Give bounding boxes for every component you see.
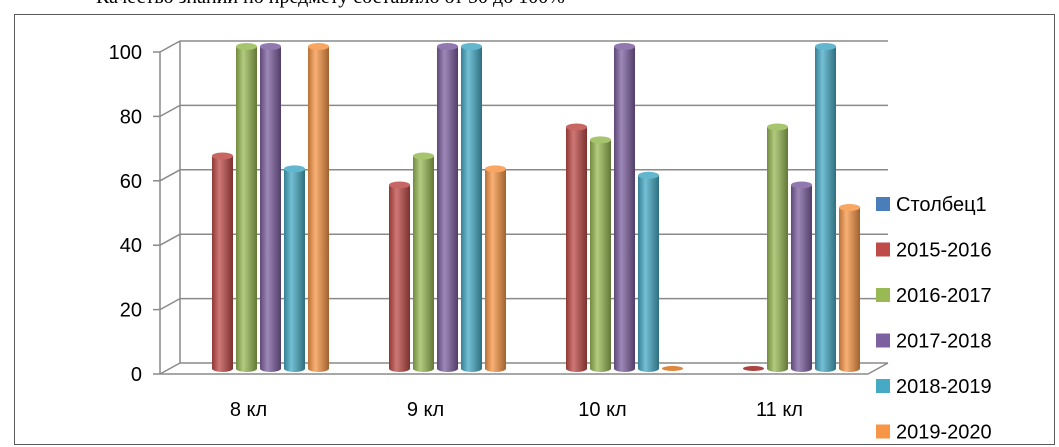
y-tick-label: 0 bbox=[131, 364, 142, 386]
bar bbox=[590, 136, 611, 373]
bar bbox=[638, 171, 659, 373]
y-tick-label: 60 bbox=[120, 171, 142, 193]
bar bbox=[662, 366, 683, 371]
legend-swatch bbox=[876, 197, 890, 211]
legend-label: 2016-2017 bbox=[896, 285, 992, 307]
legend-label: 2019-2020 bbox=[896, 422, 992, 444]
x-tick-label: 8 кл bbox=[230, 399, 267, 421]
legend-entry: 2019-2020 bbox=[876, 422, 992, 444]
y-tick-label: 40 bbox=[120, 235, 142, 257]
bar bbox=[236, 43, 257, 373]
gridline-100 bbox=[153, 40, 888, 53]
bar bbox=[308, 43, 329, 373]
bar bbox=[389, 181, 410, 373]
bar bbox=[839, 204, 860, 373]
bar bbox=[284, 165, 305, 373]
bar bbox=[791, 181, 812, 373]
legend-label: 2018-2019 bbox=[896, 376, 992, 398]
gridline-80 bbox=[153, 104, 888, 118]
chart-frame bbox=[14, 14, 1055, 445]
bar bbox=[212, 152, 233, 373]
bar bbox=[767, 123, 788, 373]
bar bbox=[413, 152, 434, 373]
bar bbox=[437, 43, 458, 373]
x-tick-label: 11 кл bbox=[756, 399, 803, 421]
legend-swatch bbox=[876, 379, 890, 393]
legend-entry: 2017-2018 bbox=[876, 331, 992, 353]
legend-label: Столбец1 bbox=[896, 194, 987, 216]
y-tick-label: 100 bbox=[109, 42, 142, 64]
bar bbox=[815, 43, 836, 373]
legend-swatch bbox=[876, 288, 890, 302]
legend-entry: 2016-2017 bbox=[876, 285, 992, 307]
bar bbox=[566, 123, 587, 373]
bar bbox=[743, 366, 764, 371]
chart-walls bbox=[159, 41, 889, 375]
y-tick-label: 20 bbox=[120, 300, 142, 322]
legend-label: 2017-2018 bbox=[896, 331, 992, 353]
legend-entry: Столбец1 bbox=[876, 194, 987, 216]
x-tick-label: 9 кл bbox=[407, 399, 444, 421]
y-axis-tick-labels: 0 20 40 60 80 100 bbox=[109, 42, 142, 386]
chart-legend: Столбец1 2015-2016 2016-2017 2017-2018 2018-… bbox=[876, 194, 992, 444]
y-tick-label: 80 bbox=[120, 106, 142, 128]
legend-entry: 2015-2016 bbox=[876, 240, 992, 262]
legend-label: 2015-2016 bbox=[896, 240, 992, 262]
bar bbox=[485, 165, 506, 373]
bar bbox=[614, 43, 635, 373]
legend-entry: 2018-2019 bbox=[876, 376, 992, 398]
x-tick-label: 10 кл bbox=[578, 399, 626, 421]
x-axis-tick-labels: 8 кл 9 кл 10 кл 11 кл bbox=[230, 399, 803, 421]
legend-swatch bbox=[876, 424, 890, 439]
chart-caption: Качество знаний по предмету составило от… bbox=[96, 0, 565, 9]
legend-swatch bbox=[876, 242, 890, 257]
legend-swatch bbox=[876, 333, 890, 348]
chart-bars bbox=[212, 43, 860, 373]
bar bbox=[260, 43, 281, 373]
bar bbox=[461, 43, 482, 373]
